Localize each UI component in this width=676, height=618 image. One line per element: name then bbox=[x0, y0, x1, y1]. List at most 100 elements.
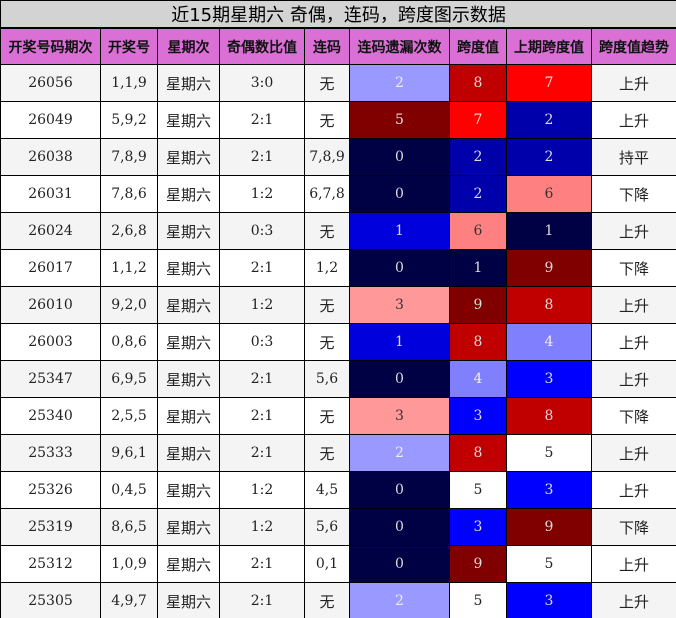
cell-prev-span: 7 bbox=[506, 64, 592, 102]
table-row: 25312 1,0,9 星期六 2:1 0,1 0 9 5 上升 bbox=[0, 545, 676, 583]
cell-numbers: 9,6,1 bbox=[100, 434, 158, 472]
cell-span: 3 bbox=[449, 508, 507, 546]
cell-prev-span: 9 bbox=[506, 249, 592, 287]
cell-prev-span: 2 bbox=[506, 138, 592, 176]
cell-span: 8 bbox=[449, 434, 507, 472]
cell-span: 7 bbox=[449, 101, 507, 139]
cell-span: 8 bbox=[449, 64, 507, 102]
cell-issue: 26049 bbox=[0, 101, 101, 139]
cell-consecutive-miss: 3 bbox=[349, 397, 450, 435]
cell-span-trend: 下降 bbox=[590, 249, 676, 287]
cell-numbers: 9,2,0 bbox=[100, 286, 158, 324]
cell-span: 4 bbox=[449, 360, 507, 398]
cell-odd-even-ratio: 1:2 bbox=[219, 175, 305, 213]
cell-span-trend: 上升 bbox=[590, 101, 676, 139]
cell-consecutive: 无 bbox=[304, 101, 350, 139]
cell-odd-even-ratio: 1:2 bbox=[219, 471, 305, 509]
cell-numbers: 1,1,9 bbox=[100, 64, 158, 102]
header-issue: 开奖号码期次 bbox=[0, 27, 101, 65]
cell-consecutive-miss: 1 bbox=[349, 212, 450, 250]
cell-span-trend: 上升 bbox=[590, 323, 676, 361]
cell-consecutive: 4,5 bbox=[304, 471, 350, 509]
cell-weekday: 星期六 bbox=[157, 323, 220, 361]
cell-span: 5 bbox=[449, 582, 507, 618]
cell-span-trend: 下降 bbox=[590, 508, 676, 546]
cell-issue: 25340 bbox=[0, 397, 101, 435]
header-weekday: 星期次 bbox=[157, 27, 220, 65]
cell-odd-even-ratio: 2:1 bbox=[219, 138, 305, 176]
cell-prev-span: 3 bbox=[506, 360, 592, 398]
cell-span: 8 bbox=[449, 323, 507, 361]
cell-consecutive-miss: 0 bbox=[349, 175, 450, 213]
cell-consecutive: 无 bbox=[304, 397, 350, 435]
cell-span: 3 bbox=[449, 397, 507, 435]
cell-weekday: 星期六 bbox=[157, 101, 220, 139]
cell-weekday: 星期六 bbox=[157, 64, 220, 102]
cell-consecutive-miss: 0 bbox=[349, 545, 450, 583]
cell-odd-even-ratio: 2:1 bbox=[219, 101, 305, 139]
cell-issue: 25319 bbox=[0, 508, 101, 546]
cell-prev-span: 3 bbox=[506, 582, 592, 618]
cell-span: 6 bbox=[449, 212, 507, 250]
cell-prev-span: 4 bbox=[506, 323, 592, 361]
cell-span-trend: 下降 bbox=[590, 175, 676, 213]
cell-weekday: 星期六 bbox=[157, 582, 220, 618]
cell-issue: 25347 bbox=[0, 360, 101, 398]
cell-span-trend: 上升 bbox=[590, 582, 676, 618]
cell-consecutive-miss: 0 bbox=[349, 360, 450, 398]
header-span-trend: 跨度值趋势 bbox=[590, 27, 676, 65]
cell-numbers: 4,9,7 bbox=[100, 582, 158, 618]
cell-odd-even-ratio: 2:1 bbox=[219, 434, 305, 472]
cell-issue: 26056 bbox=[0, 64, 101, 102]
cell-odd-even-ratio: 1:2 bbox=[219, 508, 305, 546]
cell-consecutive: 无 bbox=[304, 286, 350, 324]
cell-consecutive: 无 bbox=[304, 64, 350, 102]
cell-consecutive-miss: 0 bbox=[349, 138, 450, 176]
cell-consecutive: 6,7,8 bbox=[304, 175, 350, 213]
table-row: 26031 7,8,6 星期六 1:2 6,7,8 0 2 6 下降 bbox=[0, 175, 676, 213]
cell-weekday: 星期六 bbox=[157, 138, 220, 176]
cell-span-trend: 上升 bbox=[590, 545, 676, 583]
cell-span-trend: 上升 bbox=[590, 434, 676, 472]
cell-prev-span: 8 bbox=[506, 286, 592, 324]
cell-span: 9 bbox=[449, 286, 507, 324]
cell-span-trend: 下降 bbox=[590, 397, 676, 435]
cell-issue: 25312 bbox=[0, 545, 101, 583]
table-row: 25347 6,9,5 星期六 2:1 5,6 0 4 3 上升 bbox=[0, 360, 676, 398]
cell-span-trend: 上升 bbox=[590, 471, 676, 509]
table-row: 25326 0,4,5 星期六 1:2 4,5 0 5 3 上升 bbox=[0, 471, 676, 509]
cell-prev-span: 2 bbox=[506, 101, 592, 139]
cell-consecutive: 无 bbox=[304, 582, 350, 618]
cell-numbers: 0,8,6 bbox=[100, 323, 158, 361]
cell-numbers: 7,8,6 bbox=[100, 175, 158, 213]
cell-consecutive: 无 bbox=[304, 212, 350, 250]
cell-numbers: 2,6,8 bbox=[100, 212, 158, 250]
cell-issue: 26010 bbox=[0, 286, 101, 324]
cell-odd-even-ratio: 2:1 bbox=[219, 582, 305, 618]
cell-issue: 26003 bbox=[0, 323, 101, 361]
table-title: 近15期星期六 奇偶，连码，跨度图示数据 bbox=[0, 0, 676, 29]
cell-span: 9 bbox=[449, 545, 507, 583]
cell-weekday: 星期六 bbox=[157, 471, 220, 509]
cell-prev-span: 8 bbox=[506, 397, 592, 435]
cell-odd-even-ratio: 1:2 bbox=[219, 286, 305, 324]
cell-numbers: 2,5,5 bbox=[100, 397, 158, 435]
cell-odd-even-ratio: 2:1 bbox=[219, 249, 305, 287]
header-consecutive: 连码 bbox=[304, 27, 350, 65]
header-odd-even-ratio: 奇偶数比值 bbox=[219, 27, 305, 65]
cell-consecutive-miss: 0 bbox=[349, 508, 450, 546]
cell-odd-even-ratio: 2:1 bbox=[219, 397, 305, 435]
cell-span: 1 bbox=[449, 249, 507, 287]
cell-consecutive-miss: 3 bbox=[349, 286, 450, 324]
cell-issue: 26031 bbox=[0, 175, 101, 213]
cell-span-trend: 上升 bbox=[590, 212, 676, 250]
cell-odd-even-ratio: 0:3 bbox=[219, 212, 305, 250]
cell-weekday: 星期六 bbox=[157, 397, 220, 435]
cell-consecutive: 7,8,9 bbox=[304, 138, 350, 176]
cell-consecutive-miss: 1 bbox=[349, 323, 450, 361]
cell-span-trend: 上升 bbox=[590, 64, 676, 102]
cell-weekday: 星期六 bbox=[157, 360, 220, 398]
cell-issue: 25305 bbox=[0, 582, 101, 618]
table-row: 26049 5,9,2 星期六 2:1 无 5 7 2 上升 bbox=[0, 101, 676, 139]
